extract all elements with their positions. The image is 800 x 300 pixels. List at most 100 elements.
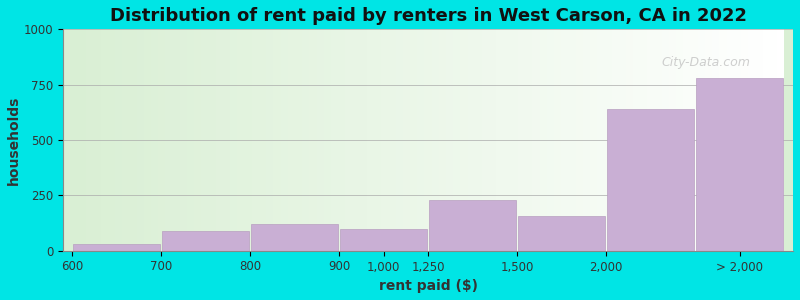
Bar xyxy=(223,29,230,251)
Bar xyxy=(389,29,396,251)
Bar xyxy=(429,200,516,251)
Bar xyxy=(73,244,160,251)
Bar xyxy=(604,29,611,251)
Bar xyxy=(115,29,122,251)
Bar xyxy=(310,29,317,251)
Bar xyxy=(187,29,194,251)
Bar xyxy=(518,216,606,251)
Bar xyxy=(748,29,755,251)
Bar xyxy=(575,29,582,251)
Title: Distribution of rent paid by renters in West Carson, CA in 2022: Distribution of rent paid by renters in … xyxy=(110,7,746,25)
Bar xyxy=(94,29,101,251)
Bar xyxy=(251,224,338,251)
Bar xyxy=(518,29,525,251)
Bar xyxy=(180,29,187,251)
Bar xyxy=(439,29,446,251)
Bar xyxy=(72,29,79,251)
Bar xyxy=(340,229,427,251)
Bar xyxy=(762,29,770,251)
Bar xyxy=(561,29,568,251)
Bar xyxy=(607,109,694,251)
Bar xyxy=(151,29,158,251)
Bar xyxy=(202,29,209,251)
Bar xyxy=(611,29,618,251)
Bar xyxy=(238,29,245,251)
Bar xyxy=(532,29,539,251)
Bar xyxy=(79,29,86,251)
Bar xyxy=(252,29,259,251)
Bar xyxy=(741,29,748,251)
Bar xyxy=(510,29,518,251)
Bar xyxy=(726,29,734,251)
Bar xyxy=(705,29,712,251)
Bar xyxy=(137,29,144,251)
Bar xyxy=(353,29,360,251)
Bar xyxy=(503,29,510,251)
Text: City-Data.com: City-Data.com xyxy=(662,56,750,69)
Bar xyxy=(777,29,784,251)
Bar xyxy=(654,29,662,251)
Bar xyxy=(712,29,719,251)
Bar xyxy=(475,29,482,251)
Bar xyxy=(640,29,647,251)
Bar xyxy=(288,29,295,251)
X-axis label: rent paid ($): rent paid ($) xyxy=(378,279,478,293)
Bar xyxy=(382,29,389,251)
Bar xyxy=(418,29,425,251)
Bar xyxy=(324,29,331,251)
Bar xyxy=(626,29,633,251)
Bar xyxy=(374,29,382,251)
Bar xyxy=(108,29,115,251)
Bar xyxy=(410,29,418,251)
Bar xyxy=(281,29,288,251)
Bar xyxy=(367,29,374,251)
Bar xyxy=(194,29,202,251)
Bar xyxy=(669,29,676,251)
Bar xyxy=(525,29,532,251)
Bar xyxy=(86,29,94,251)
Bar xyxy=(497,29,503,251)
Bar xyxy=(173,29,180,251)
Bar xyxy=(144,29,151,251)
Bar xyxy=(582,29,590,251)
Y-axis label: households: households xyxy=(7,95,21,185)
Bar xyxy=(546,29,554,251)
Bar xyxy=(158,29,166,251)
Bar xyxy=(633,29,640,251)
Bar xyxy=(274,29,281,251)
Bar xyxy=(331,29,338,251)
Bar xyxy=(162,231,249,251)
Bar xyxy=(403,29,410,251)
Bar xyxy=(647,29,654,251)
Bar xyxy=(259,29,266,251)
Bar xyxy=(396,29,403,251)
Bar xyxy=(454,29,461,251)
Bar xyxy=(690,29,698,251)
Bar xyxy=(245,29,252,251)
Bar xyxy=(216,29,223,251)
Bar xyxy=(618,29,626,251)
Bar xyxy=(446,29,454,251)
Bar xyxy=(230,29,238,251)
Bar xyxy=(338,29,346,251)
Bar xyxy=(490,29,497,251)
Bar xyxy=(698,29,705,251)
Bar xyxy=(719,29,726,251)
Bar xyxy=(317,29,324,251)
Bar xyxy=(461,29,468,251)
Bar xyxy=(302,29,310,251)
Bar xyxy=(295,29,302,251)
Bar xyxy=(734,29,741,251)
Bar xyxy=(696,78,783,251)
Bar xyxy=(166,29,173,251)
Bar xyxy=(597,29,604,251)
Bar xyxy=(360,29,367,251)
Bar xyxy=(554,29,561,251)
Bar xyxy=(468,29,475,251)
Bar xyxy=(432,29,439,251)
Bar xyxy=(266,29,274,251)
Bar xyxy=(770,29,777,251)
Bar xyxy=(425,29,432,251)
Bar xyxy=(568,29,575,251)
Bar xyxy=(209,29,216,251)
